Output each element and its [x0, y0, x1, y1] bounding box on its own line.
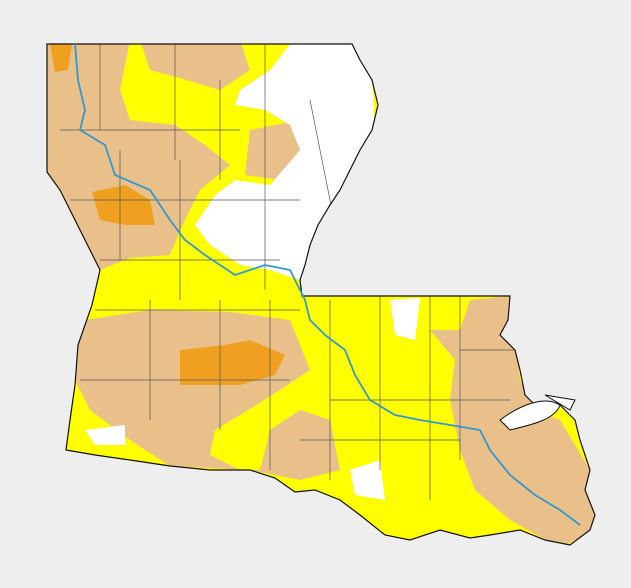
area-none-southwest	[85, 425, 125, 445]
area-d2-north	[92, 185, 155, 225]
area-none-south	[350, 460, 385, 500]
river	[74, 43, 581, 526]
parish-lines	[60, 44, 520, 500]
area-d2-south	[180, 340, 285, 385]
area-d2-corner	[50, 44, 72, 72]
lake-pontchartrain	[499, 394, 576, 431]
state-outline	[46, 43, 596, 546]
area-none-east	[390, 298, 420, 340]
area-d1-north	[140, 44, 250, 90]
area-none-northeast	[195, 44, 375, 280]
area-d1-northwest	[47, 44, 230, 270]
